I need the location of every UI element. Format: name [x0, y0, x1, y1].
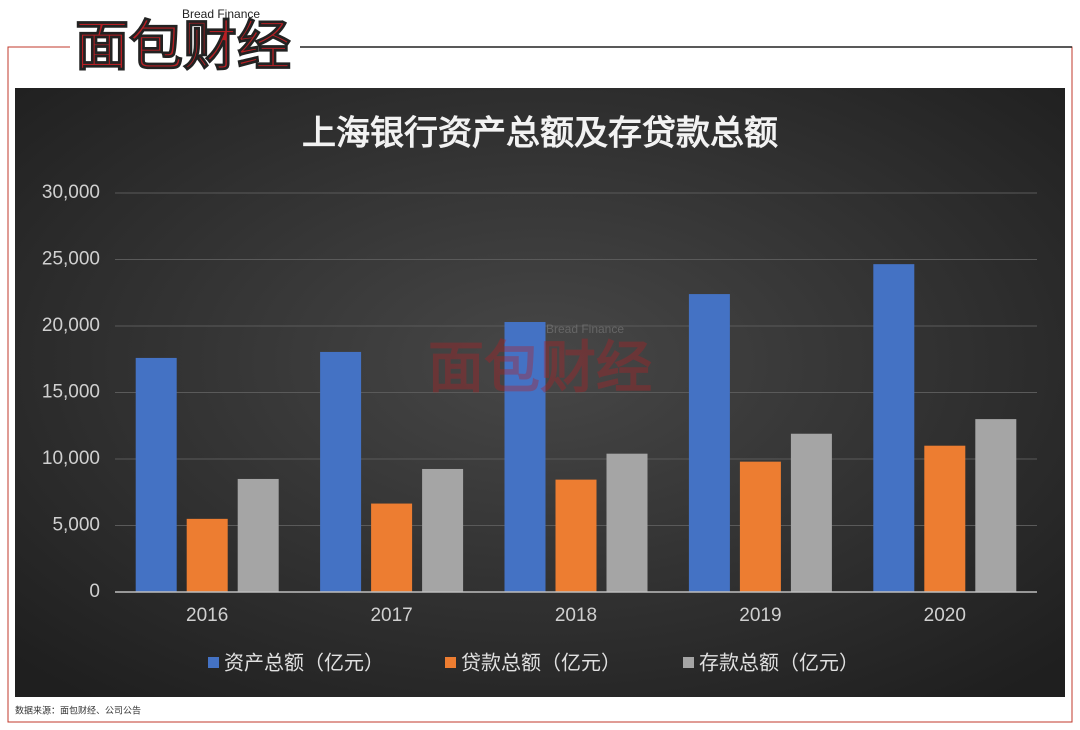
- y-tick-label: 20,000: [42, 315, 100, 336]
- bar: [555, 479, 597, 592]
- bar: [504, 322, 546, 592]
- x-tick-label: 2019: [739, 605, 781, 626]
- legend-label: 贷款总额（亿元）: [461, 651, 621, 675]
- y-tick-label: 5,000: [52, 515, 100, 536]
- bar: [135, 357, 177, 592]
- legend-label: 存款总额（亿元）: [699, 651, 859, 675]
- bar: [606, 453, 648, 592]
- bar: [237, 478, 279, 592]
- chart-title: 上海银行资产总额及存贷款总额: [302, 114, 778, 154]
- bar: [975, 419, 1017, 592]
- bar: [371, 503, 413, 592]
- y-tick-label: 30,000: [42, 182, 100, 203]
- bar: [924, 445, 966, 592]
- bar: [790, 433, 832, 592]
- bar: [320, 351, 362, 592]
- y-tick-label: 0: [89, 581, 100, 602]
- watermark: 面包财经: [428, 336, 652, 401]
- watermark-subtitle: Bread Finance: [546, 322, 624, 336]
- legend-label: 资产总额（亿元）: [224, 651, 384, 675]
- legend-swatch: [683, 657, 694, 668]
- bar: [186, 518, 228, 592]
- legend-swatch: [445, 657, 456, 668]
- legend-swatch: [208, 657, 219, 668]
- plot: 0 5,000 10,000 15,000 20,000 25,000 30,000 2016…: [42, 182, 1037, 675]
- bar: [688, 294, 730, 592]
- logo: 面包财经: [75, 15, 291, 78]
- source: 数据来源：面包财经、公司公告: [15, 705, 141, 717]
- logo-subtitle: Bread Finance: [182, 7, 260, 21]
- y-tick-label: 10,000: [42, 448, 100, 469]
- x-tick-label: 2016: [186, 605, 228, 626]
- bar: [873, 264, 915, 592]
- x-tick-label: 2017: [370, 605, 412, 626]
- bar: [739, 461, 781, 592]
- x-tick-label: 2020: [924, 605, 966, 626]
- x-tick-label: 2018: [555, 605, 597, 626]
- bar: [422, 468, 464, 592]
- y-tick-label: 15,000: [42, 382, 100, 403]
- y-tick-label: 25,000: [42, 249, 100, 270]
